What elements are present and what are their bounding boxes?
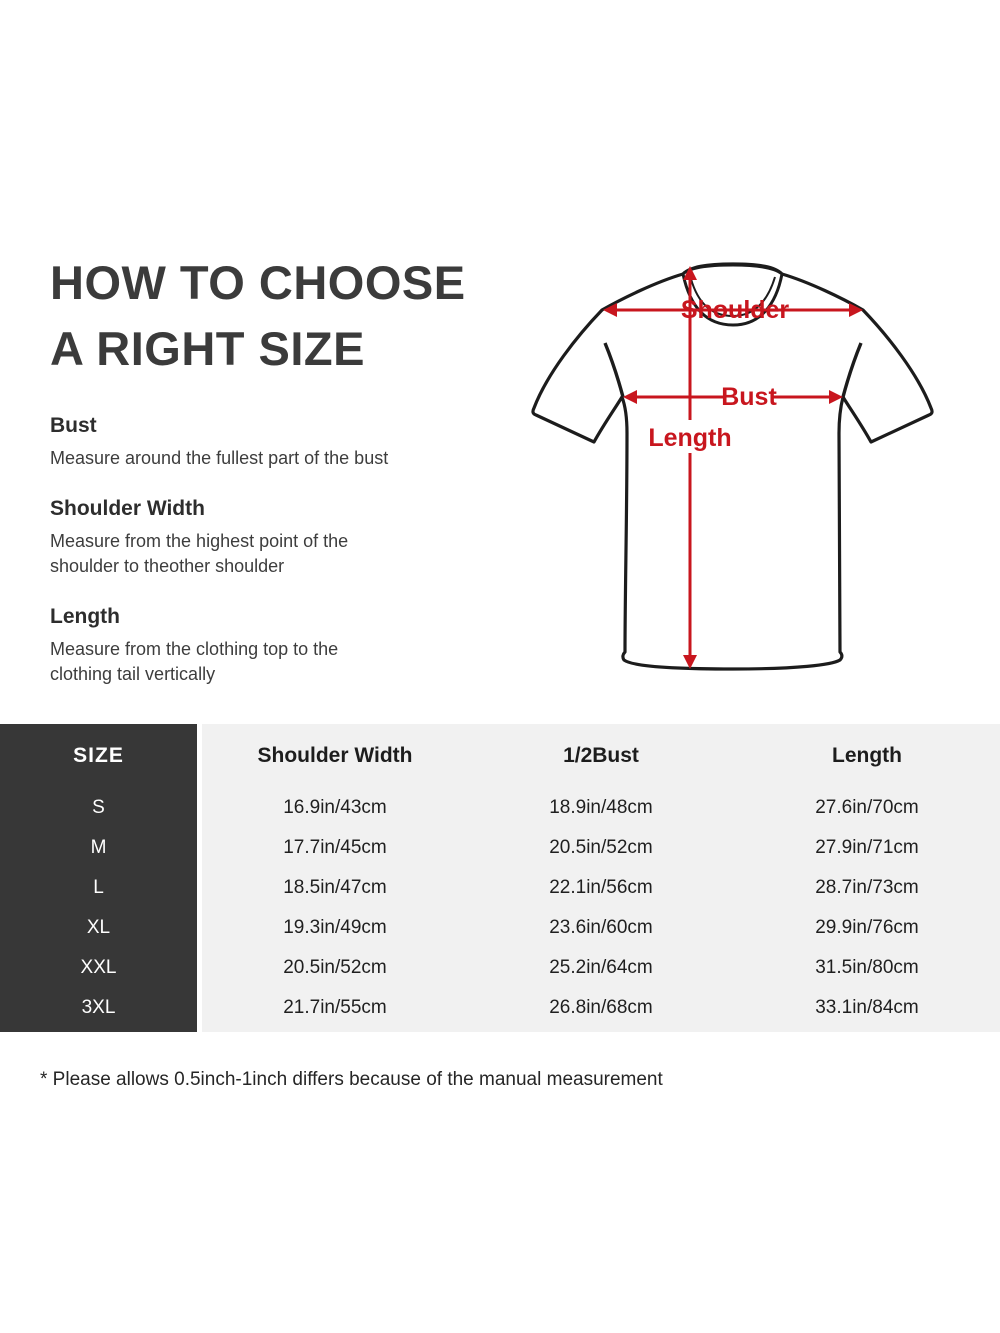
table-cell-l-half-bust: 22.1in/56cm xyxy=(549,877,653,898)
measurement-disclaimer: * Please allows 0.5inch-1inch differs be… xyxy=(40,1069,663,1090)
table-cell-xl-length: 29.9in/76cm xyxy=(815,917,919,938)
length-label: Length xyxy=(648,424,731,452)
instruction-bust-body: Measure around the fullest part of the b… xyxy=(50,448,389,468)
shoulder-label: Shoulder xyxy=(681,296,790,324)
bust-label: Bust xyxy=(721,383,777,411)
shoulder-arrow xyxy=(603,303,863,317)
table-cell-l-shoulder: 18.5in/47cm xyxy=(283,877,387,898)
size-label-s: S xyxy=(92,797,105,818)
tshirt-outline xyxy=(531,262,934,671)
size-label-xxl: XXL xyxy=(80,957,117,978)
size-table-data-grid: Shoulder Width 1/2Bust Length 16.9in/43c… xyxy=(202,724,1000,1032)
table-cell-s-shoulder: 16.9in/43cm xyxy=(283,797,387,818)
instruction-bust-heading: Bust xyxy=(50,414,97,437)
instruction-bust: Bust Measure around the fullest part of … xyxy=(50,414,520,471)
instruction-length-heading: Length xyxy=(50,605,120,628)
length-arrowhead-up xyxy=(683,266,697,280)
table-cell-xxl-half-bust: 25.2in/64cm xyxy=(549,957,653,978)
shoulder-arrowhead-left xyxy=(603,303,617,317)
size-label-3xl: 3XL xyxy=(81,997,116,1018)
table-cell-xl-half-bust: 23.6in/60cm xyxy=(549,917,653,938)
table-cell-3xl-half-bust: 26.8in/68cm xyxy=(549,997,653,1018)
instruction-shoulder-width-heading: Shoulder Width xyxy=(50,497,205,520)
armhole-right-seam xyxy=(841,342,863,398)
instruction-shoulder-width: Shoulder Width Measure from the highest … xyxy=(50,497,520,579)
table-cell-m-length: 27.9in/71cm xyxy=(815,837,919,858)
column-header-shoulder-width: Shoulder Width xyxy=(257,744,413,767)
column-header-half-bust: 1/2Bust xyxy=(563,744,639,767)
table-cell-l-length: 28.7in/73cm xyxy=(815,877,919,898)
table-cell-m-shoulder: 17.7in/45cm xyxy=(283,837,387,858)
how-to-choose-section: HOW TO CHOOSE A RIGHT SIZE Bust Measure a… xyxy=(50,250,520,713)
page-title-line2: A RIGHT SIZE xyxy=(50,322,365,375)
table-cell-3xl-length: 33.1in/84cm xyxy=(815,997,919,1018)
shoulder-arrowhead-right xyxy=(849,303,863,317)
instruction-length-body: Measure from the clothing top to the clo… xyxy=(50,639,339,684)
table-cell-s-half-bust: 18.9in/48cm xyxy=(549,797,653,818)
table-cell-3xl-shoulder: 21.7in/55cm xyxy=(283,997,387,1018)
tshirt-measurement-diagram: Shoulder Bust Length xyxy=(531,262,934,671)
page-title: HOW TO CHOOSE A RIGHT SIZE xyxy=(50,250,520,382)
size-table: SIZE S M L XL XXL 3XL Shoulder Width 1/2… xyxy=(0,724,1000,1032)
size-label-m: M xyxy=(90,837,107,858)
instruction-shoulder-width-body: Measure from the highest point of the sh… xyxy=(50,531,349,576)
table-cell-xxl-shoulder: 20.5in/52cm xyxy=(283,957,387,978)
size-column-header: SIZE xyxy=(73,744,124,767)
bust-arrowhead-right xyxy=(829,390,843,404)
size-label-xl: XL xyxy=(86,917,111,938)
collar-inner-line xyxy=(690,276,776,318)
length-arrowhead-down xyxy=(683,655,697,669)
page-title-line1: HOW TO CHOOSE xyxy=(50,256,466,309)
instruction-length: Length Measure from the clothing top to … xyxy=(50,605,520,687)
table-cell-s-length: 27.6in/70cm xyxy=(815,797,919,818)
table-cell-xxl-length: 31.5in/80cm xyxy=(815,957,919,978)
column-header-length: Length xyxy=(832,744,902,767)
table-cell-xl-shoulder: 19.3in/49cm xyxy=(283,917,387,938)
size-label-l: L xyxy=(93,877,104,898)
size-table-size-column: SIZE S M L XL XXL 3XL xyxy=(0,724,197,1032)
measurement-instructions: Bust Measure around the fullest part of … xyxy=(50,414,520,687)
armhole-left-seam xyxy=(603,342,625,398)
bust-arrow xyxy=(623,390,843,404)
table-cell-m-half-bust: 20.5in/52cm xyxy=(549,837,653,858)
bust-arrowhead-left xyxy=(623,390,637,404)
